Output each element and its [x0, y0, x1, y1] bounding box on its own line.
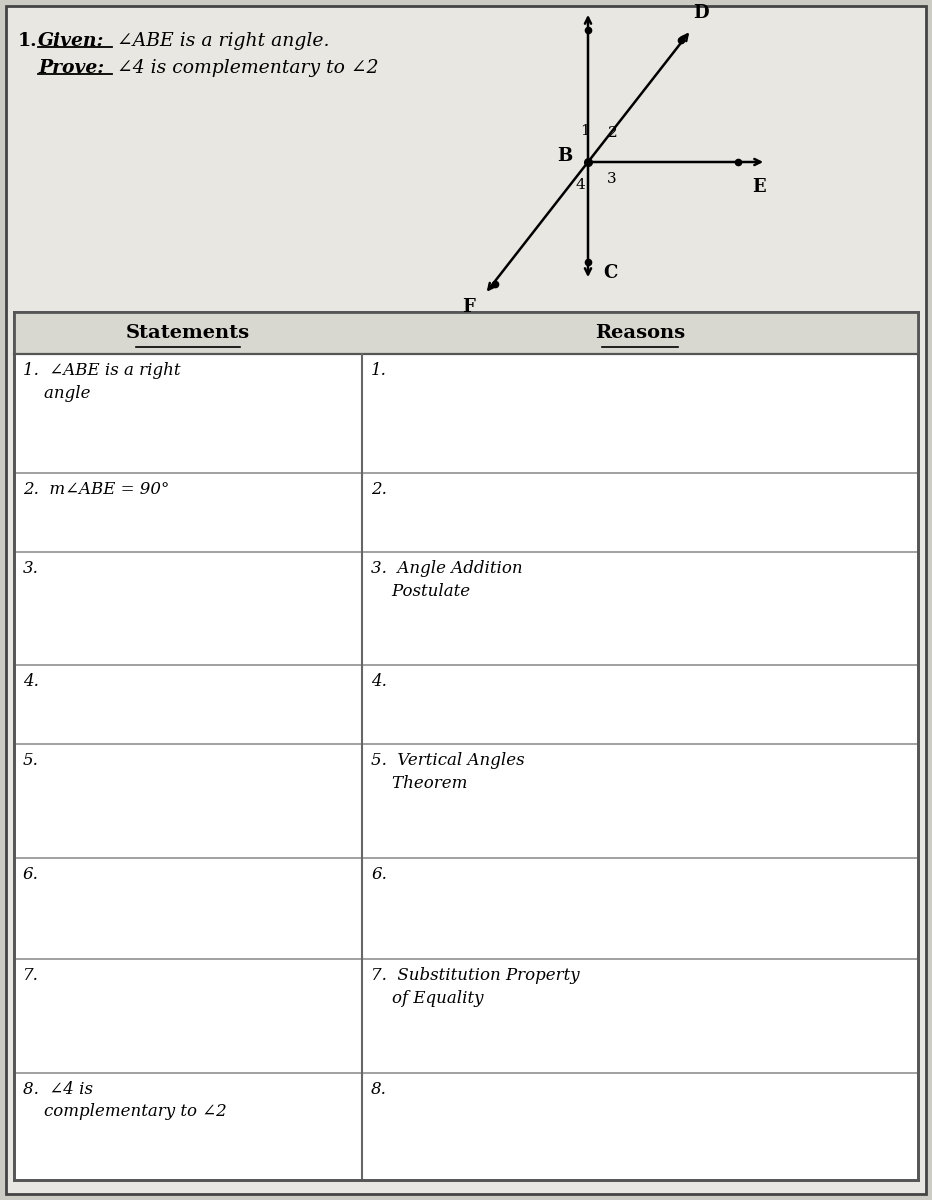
- Text: 2.  m∠ABE = 90°: 2. m∠ABE = 90°: [23, 481, 170, 498]
- Text: 2: 2: [608, 126, 618, 140]
- Text: ∠4 is complementary to ∠2: ∠4 is complementary to ∠2: [117, 59, 378, 77]
- Text: 5.  Vertical Angles
    Theorem: 5. Vertical Angles Theorem: [371, 752, 525, 792]
- Text: B: B: [556, 146, 572, 164]
- Text: 1: 1: [581, 124, 590, 138]
- Text: 2.: 2.: [371, 481, 387, 498]
- FancyBboxPatch shape: [6, 6, 926, 1194]
- Text: D: D: [693, 4, 709, 22]
- Text: A: A: [588, 0, 602, 4]
- FancyBboxPatch shape: [14, 312, 918, 354]
- Text: 1.  ∠ABE is a right
    angle: 1. ∠ABE is a right angle: [23, 362, 181, 402]
- Text: 3: 3: [607, 172, 617, 186]
- Text: Statements: Statements: [126, 324, 250, 342]
- Text: 6.: 6.: [371, 865, 387, 882]
- Text: 5.: 5.: [23, 752, 39, 769]
- Text: 3.  Angle Addition
    Postulate: 3. Angle Addition Postulate: [371, 560, 523, 600]
- Text: C: C: [603, 264, 617, 282]
- Text: F: F: [462, 298, 475, 316]
- Text: Reasons: Reasons: [595, 324, 685, 342]
- Text: 6.: 6.: [23, 865, 39, 882]
- Text: 4: 4: [575, 178, 585, 192]
- Text: Prove:: Prove:: [38, 59, 104, 77]
- Text: ∠ABE is a right angle.: ∠ABE is a right angle.: [117, 32, 330, 50]
- Text: 4.: 4.: [371, 673, 387, 690]
- Text: 7.  Substitution Property
    of Equality: 7. Substitution Property of Equality: [371, 967, 580, 1007]
- Text: 8.: 8.: [371, 1080, 387, 1098]
- Text: 3.: 3.: [23, 560, 39, 577]
- Text: 1.: 1.: [18, 32, 37, 50]
- Text: 8.  ∠4 is
    complementary to ∠2: 8. ∠4 is complementary to ∠2: [23, 1080, 226, 1121]
- Text: 7.: 7.: [23, 967, 39, 984]
- Text: 1.: 1.: [371, 362, 387, 379]
- Text: 4.: 4.: [23, 673, 39, 690]
- FancyBboxPatch shape: [14, 312, 918, 1180]
- Text: Given:: Given:: [38, 32, 104, 50]
- Text: E: E: [752, 178, 765, 196]
